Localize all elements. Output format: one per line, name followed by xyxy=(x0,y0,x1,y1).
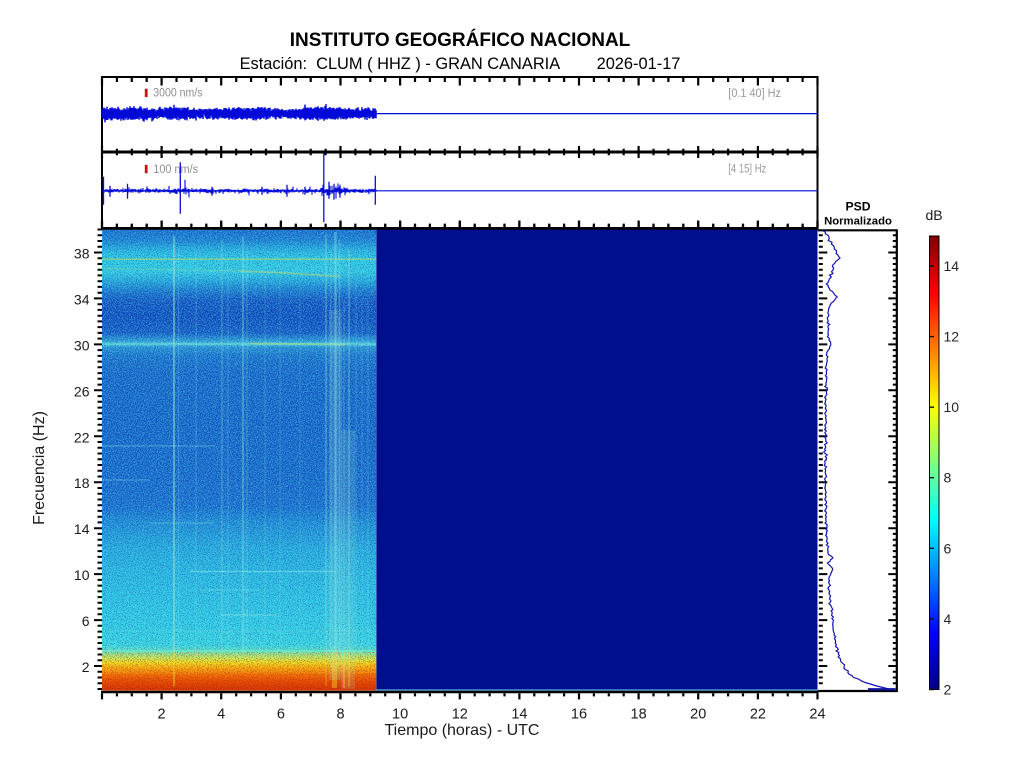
svg-text:14: 14 xyxy=(74,521,90,537)
svg-text:Normalizado: Normalizado xyxy=(824,216,892,228)
svg-text:[4 15] Hz: [4 15] Hz xyxy=(728,162,766,176)
svg-text:12: 12 xyxy=(944,329,960,345)
svg-text:[0.1 40] Hz: [0.1 40] Hz xyxy=(728,86,781,100)
svg-text:22: 22 xyxy=(750,707,766,723)
svg-text:38: 38 xyxy=(74,246,90,262)
svg-text:20: 20 xyxy=(690,707,706,723)
svg-text:30: 30 xyxy=(74,337,90,353)
svg-text:6: 6 xyxy=(277,707,285,723)
svg-text:4: 4 xyxy=(217,707,225,723)
svg-text:16: 16 xyxy=(571,707,587,723)
svg-text:18: 18 xyxy=(74,475,90,491)
svg-text:4: 4 xyxy=(944,611,952,627)
svg-text:12: 12 xyxy=(452,707,468,723)
svg-text:3000 nm/s: 3000 nm/s xyxy=(153,86,202,100)
svg-text:2: 2 xyxy=(158,707,166,723)
svg-text:10: 10 xyxy=(74,567,90,583)
svg-text:dB: dB xyxy=(925,207,942,223)
svg-text:10: 10 xyxy=(944,399,960,415)
svg-text:Estación: CLUM ( HHZ ) - GRAN: Estación: CLUM ( HHZ ) - GRAN CANARIA 20… xyxy=(240,55,681,73)
svg-text:8: 8 xyxy=(944,470,952,486)
svg-text:PSD: PSD xyxy=(845,200,870,214)
svg-text:18: 18 xyxy=(631,707,647,723)
svg-text:2: 2 xyxy=(82,659,90,675)
svg-text:24: 24 xyxy=(809,707,825,723)
svg-text:INSTITUTO GEOGRÁFICO NACIONAL: INSTITUTO GEOGRÁFICO NACIONAL xyxy=(290,29,631,51)
svg-text:100 nm/s: 100 nm/s xyxy=(153,162,198,176)
svg-text:22: 22 xyxy=(74,429,90,445)
svg-text:14: 14 xyxy=(944,258,960,274)
svg-text:10: 10 xyxy=(392,707,408,723)
svg-text:8: 8 xyxy=(336,707,344,723)
svg-text:Frecuencia (Hz): Frecuencia (Hz) xyxy=(31,411,48,525)
svg-text:2: 2 xyxy=(944,682,952,698)
svg-text:26: 26 xyxy=(74,383,90,399)
svg-text:6: 6 xyxy=(82,613,90,629)
svg-text:34: 34 xyxy=(74,291,90,307)
svg-text:6: 6 xyxy=(944,540,952,556)
svg-text:Tiempo (horas) - UTC: Tiempo (horas) - UTC xyxy=(385,722,540,739)
svg-text:14: 14 xyxy=(511,707,527,723)
